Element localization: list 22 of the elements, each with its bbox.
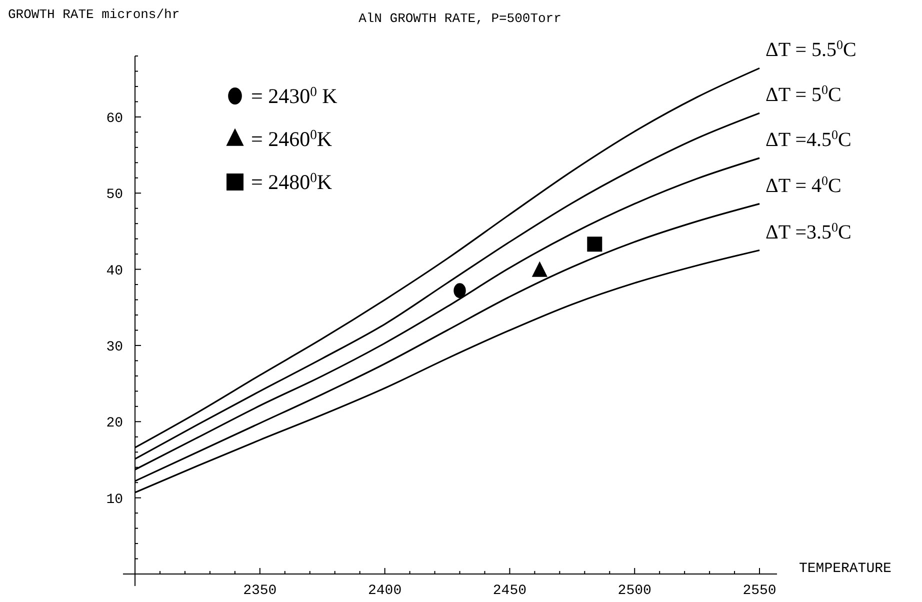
y-tick-label: 40 [106, 263, 123, 280]
x-tick-label: 2400 [368, 583, 402, 599]
series-label: ΔT = 5$^{0}$C [766, 82, 842, 106]
x-tick-label: 2450 [492, 583, 527, 599]
legend-label: = 2430$^{0}$ K [251, 84, 338, 108]
chart-title: AlN GROWTH RATE, P=500Torr [358, 11, 562, 26]
series-label: ΔT = 4$^{0}$C [766, 172, 842, 197]
y-tick-label: 60 [106, 110, 123, 127]
series-label: ΔT =4.5$^{0}$C [766, 126, 852, 152]
x-axis-title: TEMPERATURE [799, 561, 892, 577]
x-tick-label: 2500 [618, 583, 652, 599]
y-tick-label: 50 [106, 187, 123, 204]
y-tick-label: 20 [106, 416, 123, 432]
legend-label: = 2480$^{0}$K [251, 170, 332, 194]
legend-label: = 2460$^{0}$K [251, 126, 332, 151]
series-label: ΔT = 5.5$^{0}$C [766, 36, 856, 62]
x-tick-label: 2350 [243, 583, 277, 599]
y-tick-label: 10 [106, 492, 123, 508]
y-tick-label: 30 [106, 339, 123, 356]
series-label: ΔT =3.5$^{0}$C [766, 218, 852, 244]
y-axis-title: GROWTH RATE microns/hr [8, 7, 180, 22]
x-tick-label: 2550 [742, 583, 776, 599]
